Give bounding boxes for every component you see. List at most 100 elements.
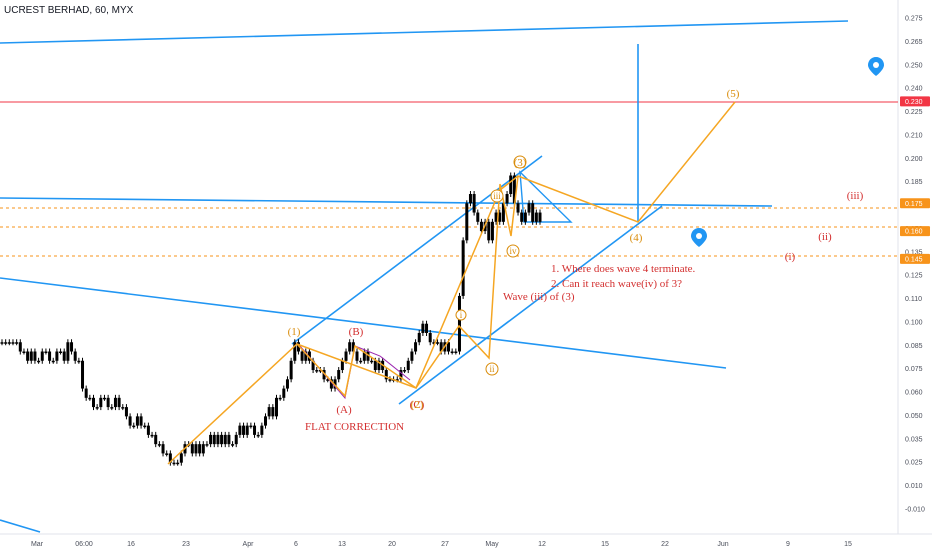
candle-body [417, 332, 421, 343]
candle-body [113, 397, 117, 408]
candle-body [135, 416, 139, 426]
location-marker-2[interactable] [691, 228, 707, 247]
candle-body [351, 342, 355, 352]
wave-label: i [460, 310, 463, 320]
wave-label: iii [493, 191, 501, 201]
candle-body [296, 342, 300, 352]
wave-label: iv [509, 246, 517, 256]
candle-body [91, 397, 95, 408]
wave-label: ii [489, 364, 495, 374]
location-marker-1[interactable] [868, 57, 884, 76]
candle-body [139, 416, 143, 426]
candle-body [304, 351, 308, 361]
channel-lower-line[interactable] [398, 205, 663, 405]
wave-label: (1) [288, 326, 301, 338]
candle-body [410, 351, 414, 361]
time-tick-label: 13 [338, 541, 346, 548]
symbol-title: UCREST BERHAD, 60, MYX [4, 5, 134, 16]
candle-body [143, 425, 147, 428]
triangle-pattern[interactable] [519, 170, 573, 223]
price-tick-label: 0.025 [905, 460, 923, 467]
candle-body [44, 351, 48, 354]
time-tick-label: 06:00 [75, 541, 93, 548]
candle-body [432, 342, 436, 344]
candle-body [59, 351, 63, 354]
candle-body [520, 212, 524, 222]
map-pin-dot [696, 233, 702, 239]
trendlines[interactable] [0, 20, 849, 533]
wave-label: (5) [727, 88, 740, 100]
descending-trendline[interactable] [0, 277, 727, 369]
candle-body [274, 397, 278, 417]
candle-body [439, 342, 443, 352]
price-tick-label: 0.250 [905, 62, 923, 69]
wave-path-lower-abc[interactable] [296, 343, 417, 398]
candle-body [436, 342, 440, 344]
candle-body [194, 444, 198, 454]
price-tick-label: 0.225 [905, 109, 923, 116]
time-tick-label: 20 [388, 541, 396, 548]
candle-body [168, 453, 172, 463]
time-tick-label: May [485, 541, 499, 548]
candle-body [73, 351, 77, 361]
price-tick-label: 0.135 [905, 249, 923, 256]
candle-body [447, 342, 451, 352]
circle-wave-i [455, 309, 467, 321]
candle-body [62, 351, 66, 361]
price-tick-label: 0.110 [905, 296, 922, 303]
price-tick-label: 0.125 [905, 273, 923, 280]
candle-body [377, 360, 381, 371]
price-tick-label: 0.240 [905, 86, 923, 93]
time-tick-label: 23 [182, 541, 190, 548]
circle-wave-iii [490, 189, 504, 203]
time-axis[interactable]: Mar 06:00 16 23 Apr 6 13 20 27 May 12 15 22 Jun 9 15 [0, 533, 932, 548]
candle-body [128, 416, 132, 426]
wave-label: (A) [336, 404, 352, 416]
candle-body [81, 360, 85, 389]
candle-body [461, 240, 465, 296]
circle-wave-iv [506, 244, 520, 258]
question-2-label: 2. Can it reach wave(iv) of 3? [551, 278, 682, 290]
candle-body [70, 342, 74, 352]
candle-body [498, 212, 502, 222]
candle-body [55, 351, 59, 361]
candle-body [425, 323, 429, 333]
candle-body [77, 360, 81, 363]
wave-labels: (1) (B)(A) (C)(2)(3)(4)(5)iiiiiiiv(iii)(ii… [288, 88, 864, 416]
candle-body [348, 342, 352, 352]
candle-body [414, 342, 418, 352]
price-axis[interactable]: 0.275 0.265 0.250 0.240 0.225 0.210 0.200 0.185… [897, 0, 925, 534]
horizontal-resistance-trendline[interactable] [0, 197, 773, 207]
candle-body [403, 370, 407, 372]
top-trendline[interactable] [0, 20, 849, 44]
candle-body [340, 360, 344, 371]
candle-body [242, 425, 246, 435]
time-tick-label: 15 [844, 541, 852, 548]
wave-note-label: Wave (iii) of (3) [503, 291, 575, 303]
candle-body [476, 212, 480, 222]
candle-body [51, 360, 55, 363]
candle-body [333, 379, 337, 389]
candle-body [253, 425, 257, 435]
candle-body [479, 221, 483, 232]
price-tick-label: 0.050 [905, 413, 923, 420]
time-tick-label: 16 [127, 541, 135, 548]
channel-upper-line[interactable] [291, 155, 543, 345]
candle-body [33, 351, 37, 361]
candle-body [18, 342, 22, 352]
wave-label: (C) [410, 399, 425, 411]
wave-count-path[interactable] [167, 101, 736, 465]
price-tick-label: 0.210 [905, 132, 923, 139]
candle-body [366, 351, 370, 361]
abc-pattern-b[interactable] [354, 345, 411, 381]
time-tick-label: Apr [243, 541, 255, 548]
wave-label-circles [455, 155, 527, 376]
candle-body [231, 444, 235, 446]
bottom-left-trendline[interactable] [0, 519, 41, 533]
price-tag-label: 0.230 [905, 99, 923, 106]
wave-path-sub[interactable] [415, 175, 519, 389]
candle-body [300, 351, 304, 361]
time-tick-labels: Mar 06:00 16 23 Apr 6 13 20 27 May 12 15 22 Jun 9 15 [31, 541, 852, 548]
candle-body [538, 212, 542, 222]
